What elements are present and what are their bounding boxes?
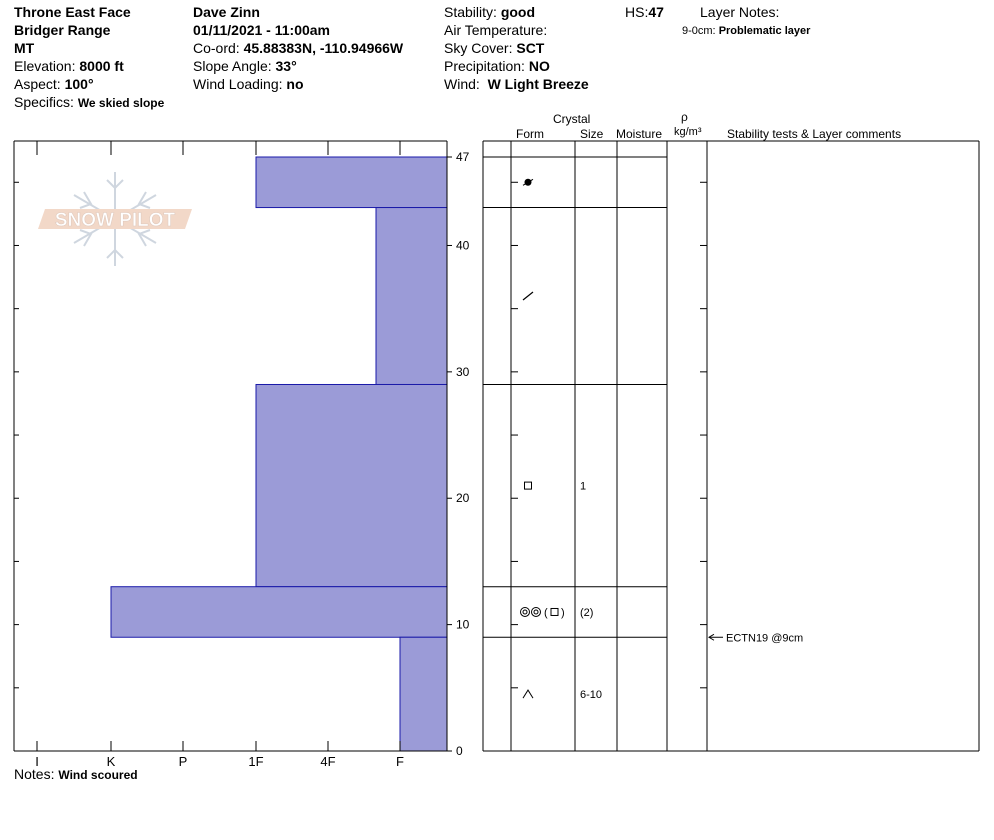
rounding-faceted-icon bbox=[522, 178, 534, 186]
observer-name: Dave Zinn bbox=[193, 4, 260, 20]
chart-ticks: I K P 1F 4F F 0 10 20 30 40 47 bbox=[14, 141, 470, 769]
decomposed-fragments-icon bbox=[522, 291, 534, 301]
sky-cover-row: Sky Cover: SCT bbox=[444, 40, 545, 56]
depth-hoar-chevron bbox=[522, 689, 534, 699]
location-name: Throne East Face bbox=[14, 4, 131, 20]
crystal-header: Crystal bbox=[553, 112, 591, 126]
melt-forms-facets-icon: () bbox=[520, 606, 565, 619]
precipitation-row: Precipitation: NO bbox=[444, 58, 550, 74]
melt-circle-2-inner bbox=[533, 609, 539, 615]
range-name: Bridger Range bbox=[14, 22, 111, 38]
hardness-label-P: P bbox=[179, 754, 188, 769]
layer-bar-2 bbox=[255, 383, 448, 588]
y-tick-label-30: 30 bbox=[456, 365, 470, 379]
paren-open: ( bbox=[544, 607, 548, 619]
moisture-header: Moisture bbox=[616, 127, 663, 141]
test-label: ECTN19 @9cm bbox=[726, 632, 803, 644]
crystal-grid bbox=[482, 140, 980, 752]
wind-loading-row: Wind Loading: no bbox=[193, 76, 304, 92]
hardness-label-1F: 1F bbox=[248, 754, 263, 769]
facet-square-secondary bbox=[550, 607, 559, 616]
layer-bar-4 bbox=[399, 636, 448, 752]
form-header: Form bbox=[516, 127, 544, 141]
elevation-row: Elevation: 8000 ft bbox=[14, 58, 124, 74]
size-label-2: 1 bbox=[580, 481, 586, 493]
size-label-4: 6-10 bbox=[580, 689, 602, 701]
notes-row: Notes: Wind scoured bbox=[14, 766, 138, 782]
state-name: MT bbox=[14, 40, 35, 56]
hardness-layers bbox=[110, 156, 448, 752]
hs-row: HS:47 bbox=[625, 4, 664, 20]
hardness-label-4F: 4F bbox=[320, 754, 335, 769]
paren-close: ) bbox=[561, 607, 565, 619]
depth-hoar-icon bbox=[522, 689, 534, 699]
slope-angle-row: Slope Angle: 33° bbox=[193, 58, 297, 74]
chart-frame bbox=[13, 140, 448, 752]
arrow-icon bbox=[708, 633, 715, 641]
rho-header: ρ bbox=[681, 110, 688, 124]
faceted-crystal-icon bbox=[524, 481, 532, 490]
melt-circle-1-inner bbox=[522, 609, 528, 615]
y-tick-label-40: 40 bbox=[456, 238, 470, 252]
layer-notes-label: Layer Notes: bbox=[700, 4, 780, 20]
air-temperature-row: Air Temperature: bbox=[444, 22, 548, 38]
size-label-3: (2) bbox=[580, 607, 593, 619]
y-tick-label-20: 20 bbox=[456, 491, 470, 505]
stability-tests-header: Stability tests & Layer comments bbox=[727, 127, 902, 141]
fragment-stroke bbox=[522, 291, 534, 301]
y-tick-label-47: 47 bbox=[456, 150, 470, 164]
stability-test-0: ECTN19 @9cm bbox=[708, 632, 803, 644]
melt-circle-1 bbox=[520, 606, 530, 617]
wind-row: Wind: W Light Breeze bbox=[444, 76, 589, 92]
layer-note-row: 9-0cm: Problematic layer bbox=[682, 25, 811, 37]
logo-banner bbox=[38, 209, 192, 229]
size-header: Size bbox=[580, 127, 604, 141]
crystal-form-icons: 1 () (2) 6-10 bbox=[520, 178, 602, 701]
datetime: 01/11/2021 - 11:00am bbox=[193, 22, 331, 38]
aspect-row: Aspect: 100° bbox=[14, 76, 94, 92]
hardness-label-F: F bbox=[396, 754, 404, 769]
hardness-label-I: I bbox=[35, 754, 39, 769]
layer-bar-1 bbox=[375, 207, 448, 385]
hardness-label-K: K bbox=[107, 754, 116, 769]
melt-circle-2 bbox=[531, 606, 541, 617]
density-unit-header: kg/m³ bbox=[674, 126, 702, 138]
layer-bar-0 bbox=[255, 156, 448, 209]
logo-text: SNOW PILOT bbox=[55, 210, 176, 231]
rounding-stroke bbox=[522, 178, 534, 186]
layer-bar-3 bbox=[110, 586, 448, 638]
stability-tests: ECTN19 @9cm bbox=[708, 632, 803, 644]
specifics-row: Specifics: We skied slope bbox=[14, 94, 165, 110]
coord-row: Co-ord: 45.88383N, -110.94966W bbox=[193, 40, 404, 56]
y-tick-label-0: 0 bbox=[456, 744, 463, 758]
snowpilot-logo: SNOW PILOT bbox=[38, 172, 192, 266]
y-tick-label-10: 10 bbox=[456, 618, 470, 632]
stability-row: Stability: good bbox=[444, 4, 536, 20]
facet-square bbox=[524, 481, 532, 490]
